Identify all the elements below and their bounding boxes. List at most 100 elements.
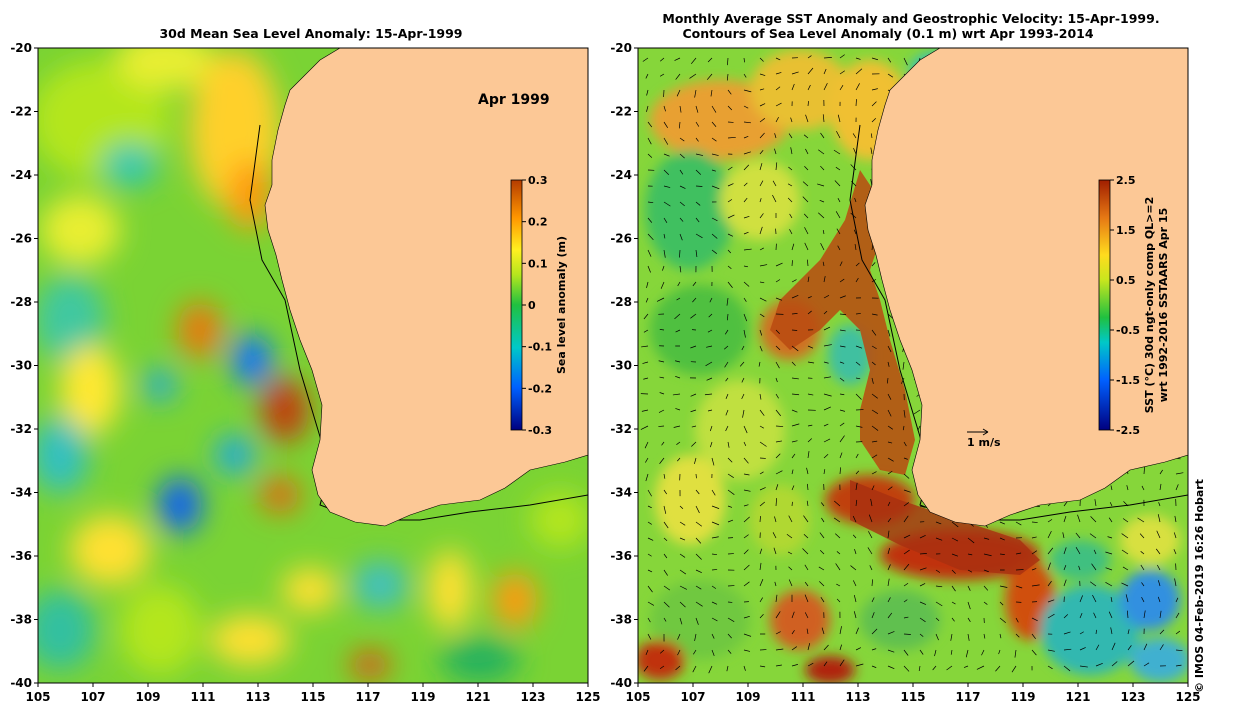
sst-x-tick-label: 111 [790, 690, 815, 704]
velocity-arrow [658, 409, 665, 413]
velocity-arrow [995, 665, 1001, 672]
sla-colorbar-tick-label: 0.1 [528, 257, 548, 270]
velocity-arrow [641, 345, 649, 348]
velocity-arrow [1015, 617, 1019, 623]
velocity-arrow [759, 409, 765, 416]
velocity-arrow [855, 99, 857, 107]
velocity-arrow [819, 199, 825, 203]
velocity-arrow [787, 551, 793, 555]
velocity-arrow [839, 295, 846, 299]
velocity-arrow [775, 116, 779, 123]
velocity-arrow [805, 148, 809, 155]
velocity-arrow [855, 345, 863, 349]
velocity-arrow [1063, 515, 1067, 523]
sla-x-tick-label: 121 [465, 690, 490, 704]
velocity-arrow [646, 89, 649, 96]
velocity-arrow [647, 489, 652, 497]
velocity-arrow [963, 665, 969, 668]
velocity-arrow [839, 261, 843, 267]
velocity-arrow [743, 89, 752, 93]
sst-x-tick-label: 125 [1175, 690, 1200, 704]
sst-x-tick-label: 107 [680, 690, 705, 704]
velocity-arrow [691, 441, 697, 447]
velocity-arrow [1094, 499, 1097, 507]
velocity-arrow [787, 183, 793, 187]
velocity-arrow [1031, 649, 1037, 656]
velocity-arrow [707, 329, 713, 333]
velocity-arrow [775, 498, 777, 507]
velocity-arrow [818, 566, 825, 571]
velocity-arrow [1063, 565, 1067, 571]
velocity-arrow [704, 393, 713, 396]
velocity-arrow [1031, 584, 1040, 587]
velocity-arrow [855, 361, 861, 366]
velocity-arrow [839, 377, 845, 382]
velocity-arrow [705, 361, 713, 367]
velocity-arrow [775, 57, 781, 61]
velocity-arrow [1079, 631, 1084, 635]
velocity-arrow [1062, 532, 1065, 539]
velocity-arrow [854, 243, 857, 251]
velocity-arrow [1011, 665, 1017, 673]
velocity-arrow [708, 313, 713, 318]
velocity-arrow [659, 392, 665, 395]
velocity-arrow [807, 361, 815, 364]
velocity-arrow [822, 261, 825, 267]
velocity-arrow [839, 84, 844, 91]
velocity-arrow [1159, 483, 1162, 491]
velocity-arrow [903, 502, 909, 507]
velocity-arrow [663, 105, 666, 112]
velocity-arrow [775, 484, 779, 491]
velocity-arrow [820, 165, 825, 171]
velocity-arrow [647, 601, 655, 606]
velocity-arrow [727, 249, 732, 254]
velocity-arrow [726, 297, 729, 306]
velocity-arrow [693, 649, 697, 655]
velocity-arrow [871, 117, 877, 123]
velocity-arrow [727, 199, 733, 203]
velocity-arrow [839, 422, 845, 427]
velocity-arrow [1031, 633, 1036, 640]
velocity-arrow [835, 563, 841, 571]
velocity-arrow [659, 329, 665, 331]
velocity-arrow [807, 643, 811, 651]
velocity-arrow [803, 515, 809, 523]
velocity-arrow [951, 601, 956, 605]
velocity-arrow [820, 502, 825, 507]
velocity-arrow [983, 633, 986, 639]
velocity-arrow [786, 533, 793, 539]
velocity-arrow [951, 585, 956, 592]
velocity-arrow [743, 489, 751, 492]
velocity-arrow [663, 217, 668, 224]
velocity-arrow [1175, 612, 1180, 619]
velocity-arrow [679, 569, 687, 575]
velocity-arrow [823, 295, 830, 299]
velocity-arrow [690, 57, 697, 65]
velocity-arrow [999, 537, 1005, 541]
velocity-arrow [1121, 582, 1129, 587]
velocity-arrow [999, 553, 1005, 555]
velocity-arrow [711, 553, 718, 556]
velocity-arrow [903, 457, 908, 460]
velocity-arrow [1105, 567, 1113, 571]
velocity-arrow [707, 57, 713, 63]
velocity-arrow [887, 470, 893, 475]
velocity-arrow [772, 180, 777, 187]
sst-colorbar-tick-label: 1.5 [1116, 224, 1136, 237]
velocity-arrow [1095, 663, 1103, 667]
velocity-arrow [743, 457, 749, 464]
velocity-arrow [727, 633, 732, 639]
velocity-arrow [759, 264, 768, 267]
velocity-arrow [1014, 649, 1017, 658]
sla-y-tick-label: -22 [10, 105, 32, 119]
velocity-arrow [806, 628, 809, 635]
velocity-arrow [677, 457, 681, 462]
velocity-arrow [727, 505, 733, 508]
velocity-arrow [647, 201, 654, 204]
velocity-arrow [759, 548, 763, 555]
velocity-arrow [679, 553, 686, 558]
velocity-arrow [1175, 597, 1179, 603]
velocity-arrow [663, 521, 669, 529]
velocity-arrow [1047, 562, 1051, 571]
velocity-arrow [759, 226, 763, 235]
